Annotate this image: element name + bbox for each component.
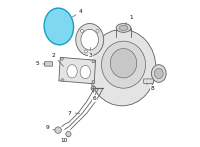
- Ellipse shape: [154, 68, 163, 79]
- Circle shape: [96, 29, 99, 32]
- FancyBboxPatch shape: [144, 79, 153, 83]
- Circle shape: [84, 50, 87, 53]
- Circle shape: [80, 29, 83, 32]
- Ellipse shape: [44, 8, 74, 45]
- Ellipse shape: [81, 29, 99, 50]
- Ellipse shape: [119, 25, 128, 31]
- Circle shape: [61, 79, 64, 82]
- Ellipse shape: [101, 41, 146, 88]
- Circle shape: [92, 80, 95, 83]
- Circle shape: [60, 57, 63, 60]
- Text: 10: 10: [60, 137, 68, 143]
- Circle shape: [92, 60, 95, 63]
- Text: 5: 5: [36, 61, 45, 66]
- Text: 8: 8: [146, 83, 154, 91]
- Text: 4: 4: [68, 9, 83, 20]
- Text: 9: 9: [46, 125, 55, 130]
- Ellipse shape: [88, 29, 156, 106]
- Text: 2: 2: [52, 53, 64, 66]
- Ellipse shape: [116, 24, 131, 32]
- Text: 6: 6: [93, 91, 97, 101]
- Ellipse shape: [110, 49, 137, 78]
- Ellipse shape: [67, 65, 77, 78]
- Ellipse shape: [151, 65, 166, 82]
- Circle shape: [55, 127, 61, 133]
- Circle shape: [66, 131, 71, 137]
- Text: 3: 3: [89, 48, 92, 58]
- Ellipse shape: [80, 65, 90, 79]
- Text: 7: 7: [68, 111, 80, 116]
- Ellipse shape: [76, 24, 104, 56]
- Polygon shape: [59, 57, 96, 84]
- FancyBboxPatch shape: [44, 62, 53, 66]
- Text: 1: 1: [125, 15, 133, 24]
- Circle shape: [91, 86, 96, 91]
